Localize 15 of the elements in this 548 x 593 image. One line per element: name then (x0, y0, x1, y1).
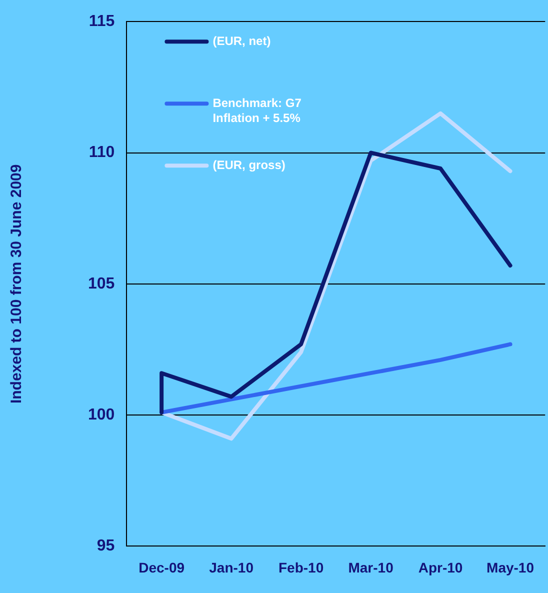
legend-label: (EUR, gross) (212, 158, 286, 172)
y-tick-label: 110 (88, 144, 115, 162)
x-tick-label: Dec-09 (138, 559, 185, 576)
x-tick-label: Mar-10 (348, 559, 394, 576)
x-tick-label: May-10 (486, 559, 534, 576)
y-tick-label: 105 (88, 275, 115, 292)
x-tick-label: Jan-10 (209, 559, 254, 576)
legend-label: Benchmark: G7 Inflation + 5.5% (212, 96, 302, 125)
x-tick-label: Apr-10 (418, 559, 463, 576)
legend-label: (EUR, net) (212, 34, 271, 48)
x-tick-label: Feb-10 (278, 559, 324, 576)
y-tick-label: 100 (88, 406, 115, 424)
y-tick-label: 95 (96, 538, 115, 555)
y-axis-title: Indexed to 100 from 30 June 2009 (8, 164, 26, 404)
y-tick-label: 115 (88, 13, 115, 30)
